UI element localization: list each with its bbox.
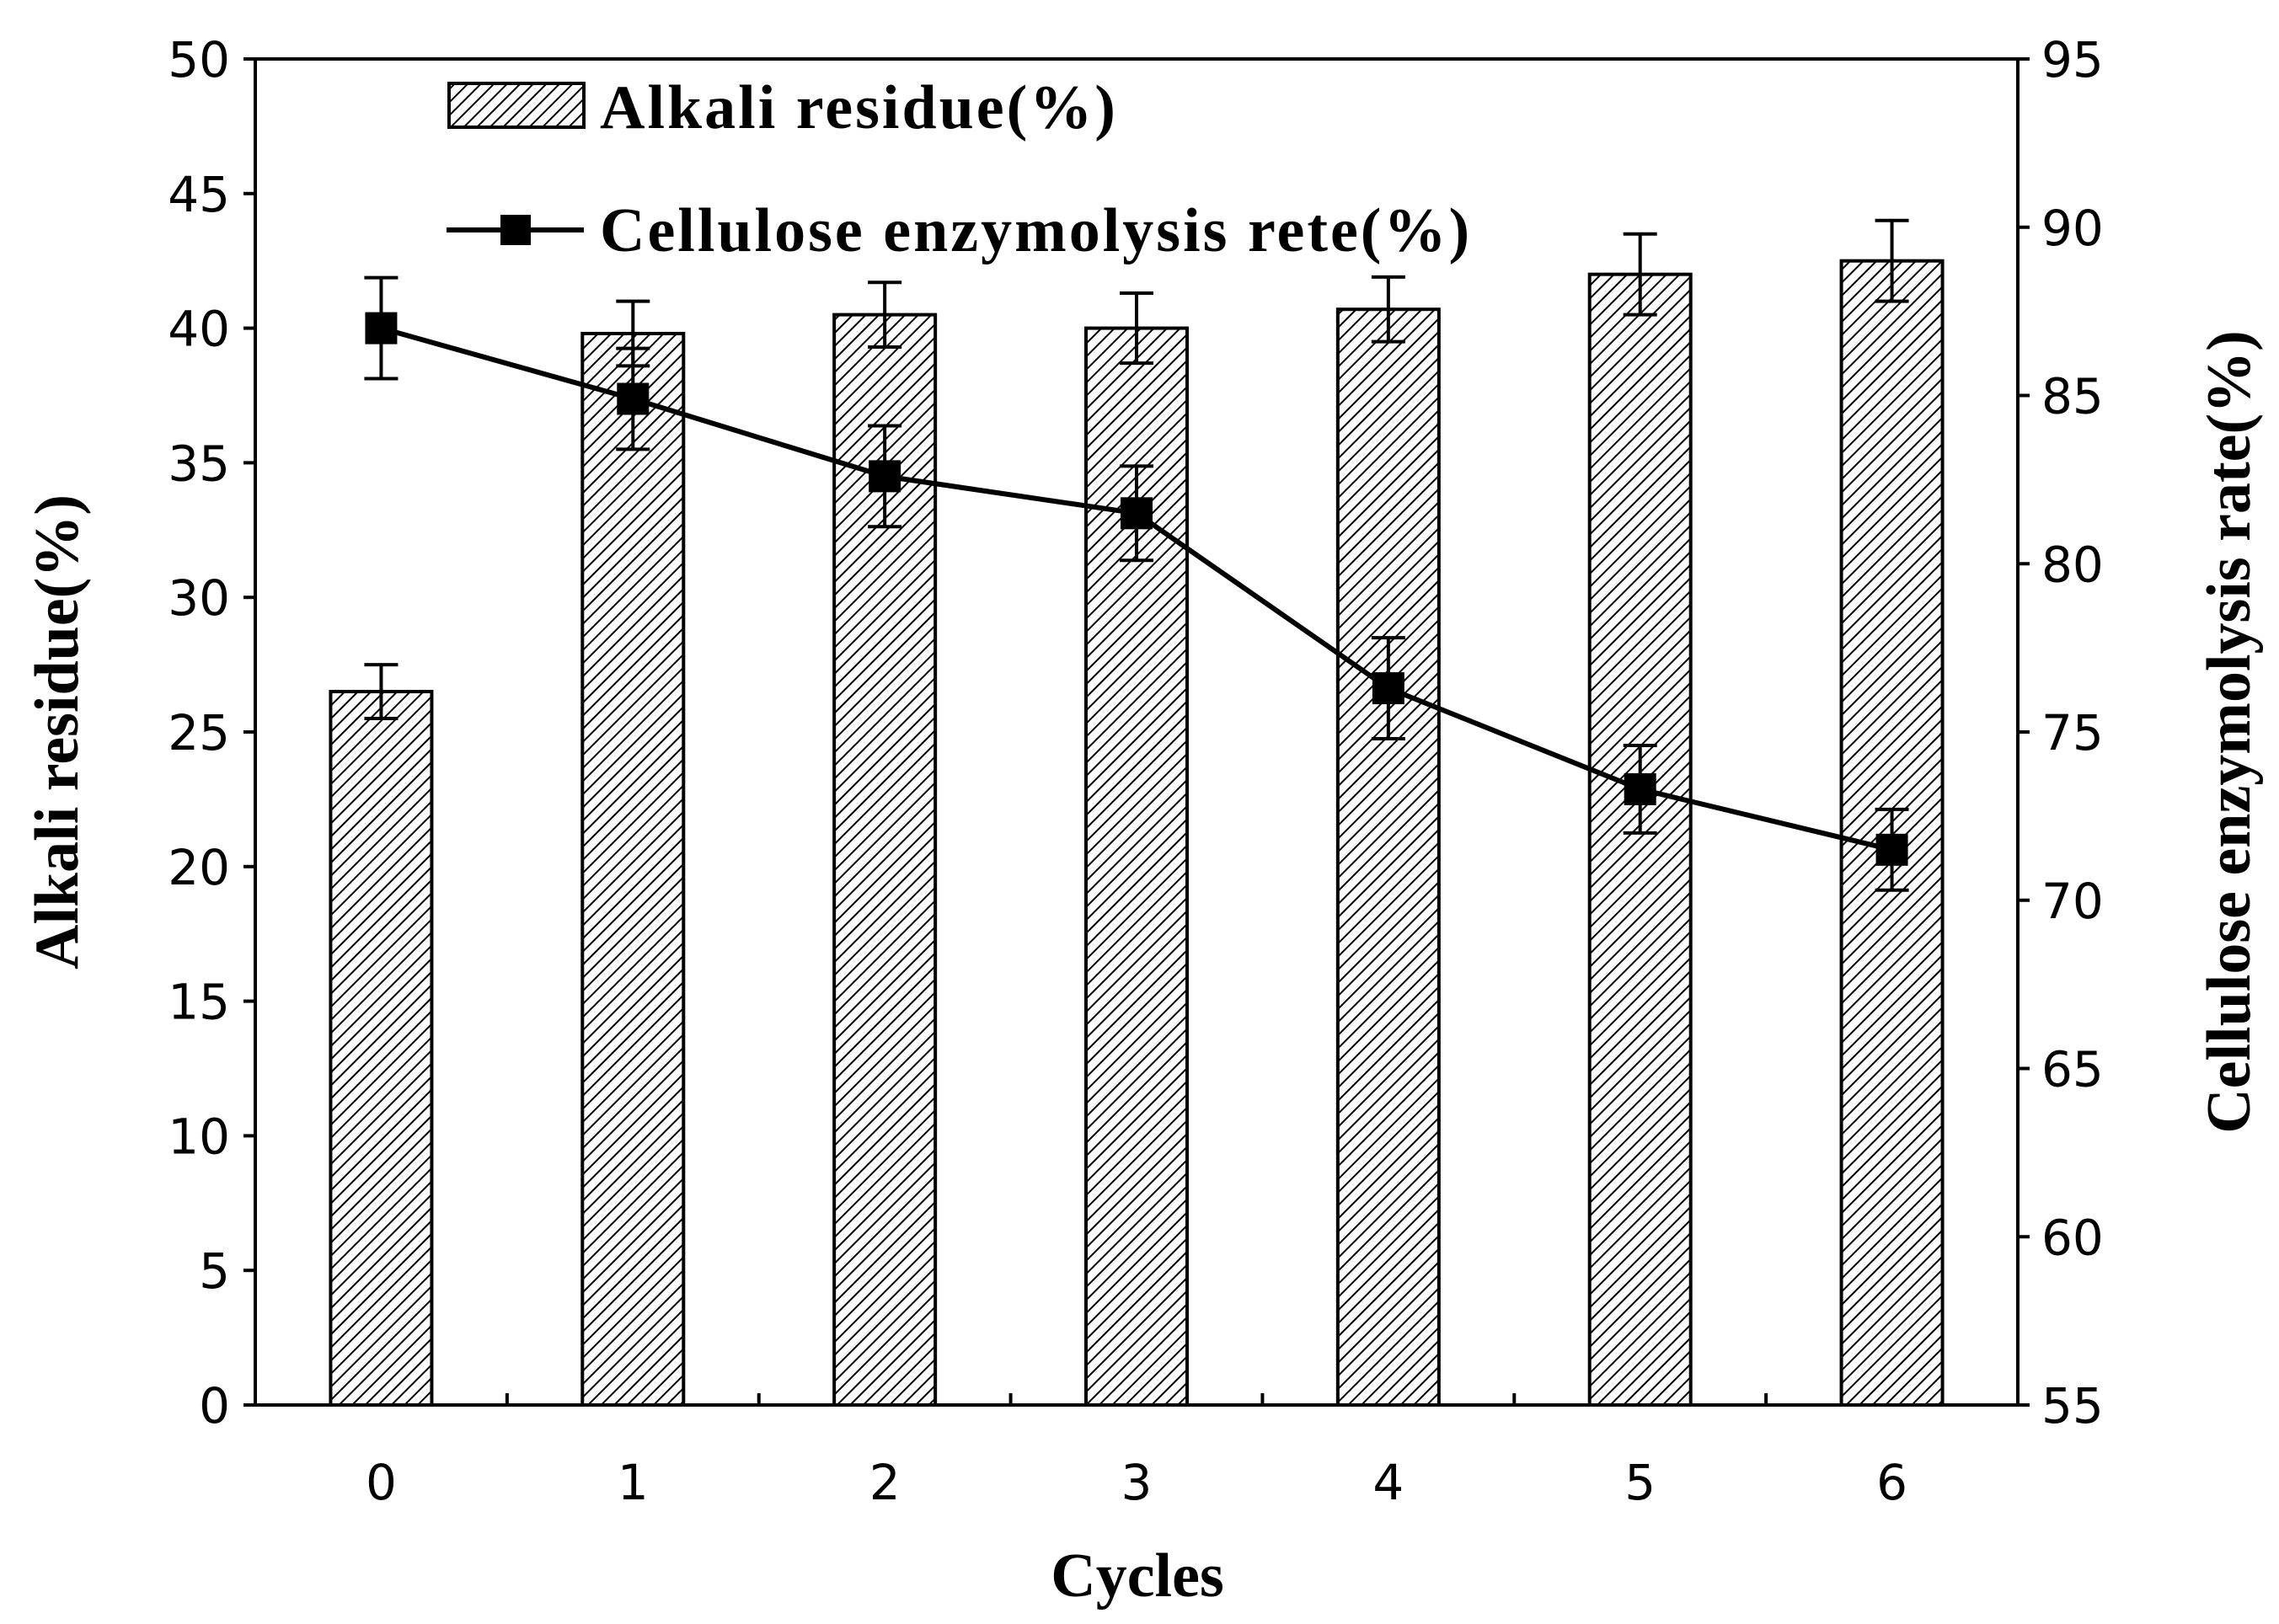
right-tick-label-90: 90 — [2041, 200, 2104, 257]
right-tick-label-85: 85 — [2041, 368, 2104, 425]
left-tick-label-0: 0 — [199, 1377, 230, 1434]
right-tick-label-75: 75 — [2041, 704, 2104, 761]
line-point-cycle-3 — [1121, 497, 1153, 530]
left-tick-label-20: 20 — [168, 839, 230, 896]
right-tick-label-70: 70 — [2041, 873, 2104, 930]
bar-error-3 — [1120, 291, 1153, 366]
bar-error-0 — [364, 663, 399, 721]
x-tick-label-5: 5 — [1624, 1454, 1656, 1511]
line-point-cycle-5 — [1624, 772, 1656, 805]
left-tick-label-45: 45 — [168, 166, 230, 223]
bar-cycle-1 — [580, 331, 686, 1408]
x-axis-ticks: 0 1 2 3 4 5 6 — [254, 1393, 2020, 1511]
left-tick-label-10: 10 — [168, 1108, 230, 1165]
left-tick-label-15: 15 — [168, 974, 230, 1031]
left-tick-label-5: 5 — [199, 1242, 230, 1300]
right-axis-ticks: 55 60 65 70 75 80 85 90 95 — [2018, 31, 2104, 1434]
bar-error-5 — [1623, 232, 1657, 317]
legend: Alkali residue(%) Cellulose enzymolysis … — [447, 73, 1472, 265]
x-tick-label-1: 1 — [618, 1454, 649, 1511]
line-point-cycle-1 — [617, 382, 650, 415]
bar-error-2 — [868, 280, 902, 349]
right-axis-title: Cellulose enzymolysis rate(%) — [2195, 330, 2264, 1134]
x-tick-label-6: 6 — [1876, 1454, 1907, 1511]
x-tick-label-3: 3 — [1121, 1454, 1153, 1511]
legend-bar-swatch — [447, 82, 586, 129]
line-point-cycle-6 — [1875, 833, 1908, 866]
line-point-cycle-0 — [365, 312, 398, 345]
left-tick-label-50: 50 — [168, 31, 230, 88]
right-tick-label-60: 60 — [2041, 1209, 2104, 1266]
line-markers — [365, 312, 1908, 866]
right-tick-label-55: 55 — [2041, 1377, 2104, 1434]
line-point-cycle-2 — [869, 460, 901, 493]
legend-line-marker — [500, 215, 531, 245]
bar-series — [329, 259, 1945, 1408]
x-tick-label-2: 2 — [869, 1454, 901, 1511]
bar-cycle-4 — [1335, 307, 1441, 1407]
left-tick-label-25: 25 — [168, 704, 230, 761]
x-tick-label-0: 0 — [366, 1454, 397, 1511]
bar-error-6 — [1875, 218, 1909, 303]
bar-cycle-0 — [329, 690, 434, 1407]
left-tick-label-30: 30 — [168, 569, 230, 627]
right-tick-label-80: 80 — [2041, 536, 2104, 593]
bar-error-4 — [1371, 275, 1405, 344]
x-axis-title: Cycles — [1051, 1541, 1224, 1611]
left-tick-label-35: 35 — [168, 435, 230, 492]
bar-cycle-5 — [1587, 272, 1693, 1407]
left-axis-ticks: 0 5 10 15 20 25 30 35 40 45 50 — [168, 31, 255, 1434]
right-tick-label-95: 95 — [2041, 31, 2104, 88]
left-axis-title: Alkali residue(%) — [23, 494, 92, 970]
legend-line-label: Cellulose enzymolysis rete(%) — [600, 196, 1472, 265]
x-tick-label-4: 4 — [1372, 1454, 1404, 1511]
line-point-cycle-4 — [1372, 672, 1404, 705]
left-tick-label-40: 40 — [168, 301, 230, 358]
legend-bar-label: Alkali residue(%) — [600, 73, 1118, 142]
right-tick-label-65: 65 — [2041, 1041, 2104, 1098]
